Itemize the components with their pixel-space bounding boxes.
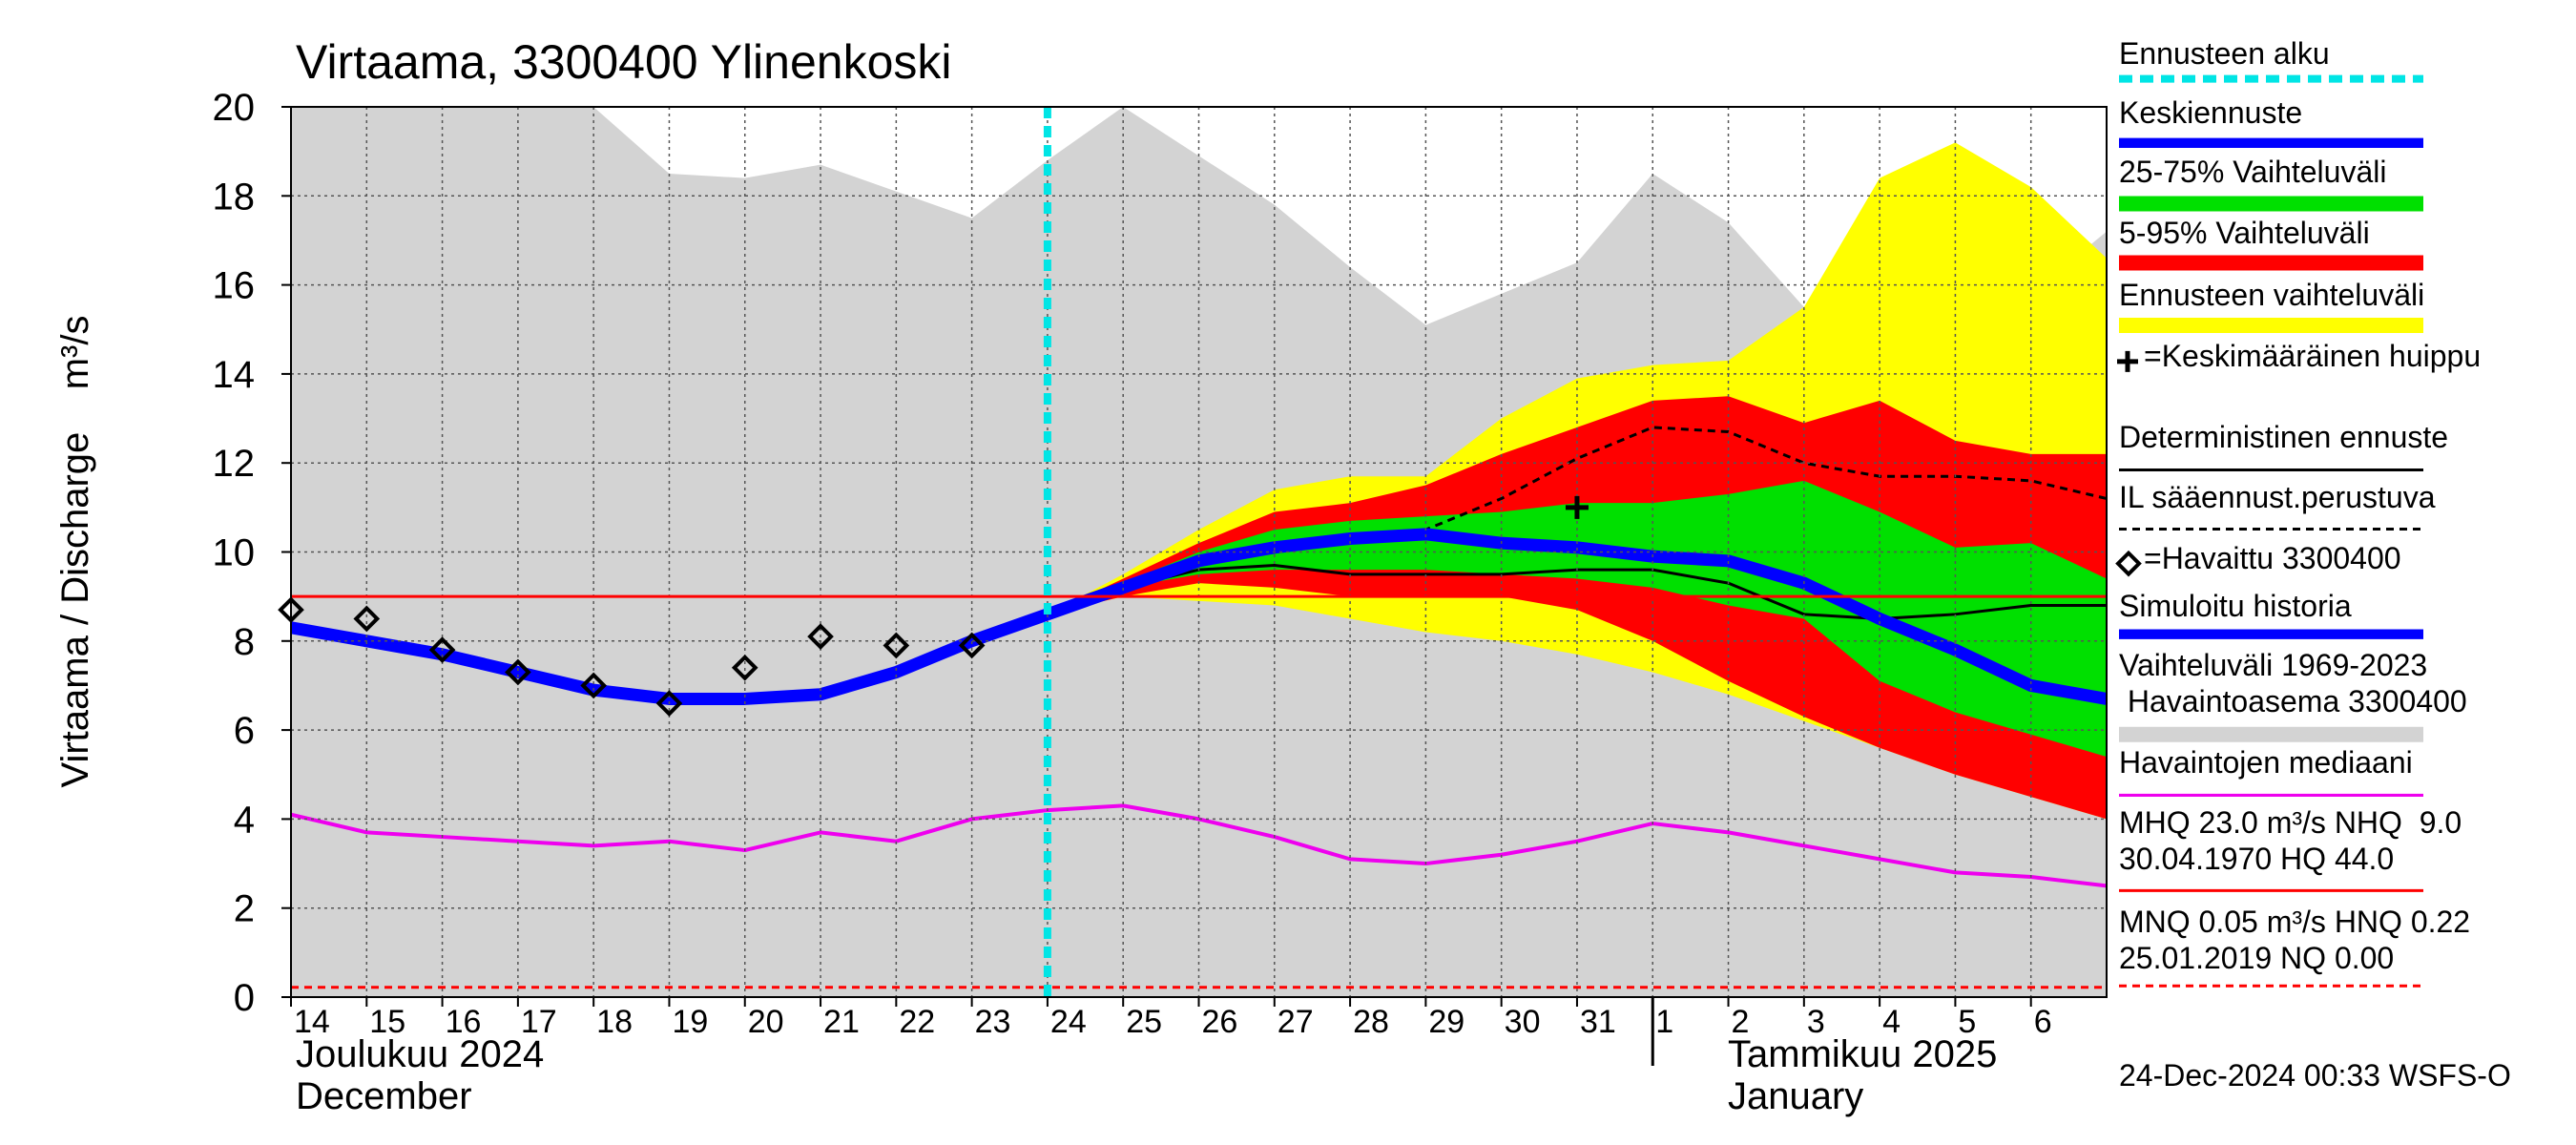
x-tick-label: 31 — [1580, 1004, 1616, 1040]
month-label: Tammikuu 2025 — [1728, 1033, 1997, 1075]
x-tick-label: 3 — [1807, 1004, 1825, 1040]
observed-point — [353, 605, 381, 633]
legend-label: Keskiennuste — [2119, 95, 2303, 131]
month-label: January — [1728, 1075, 1863, 1117]
line — [1045, 528, 2107, 705]
y-tick-label: 6 — [234, 710, 255, 752]
x-tick-label: 18 — [596, 1004, 633, 1040]
line — [291, 803, 2107, 888]
legend-symbol — [2117, 350, 2138, 372]
legend-label: =Keskimääräinen huippu — [2144, 339, 2482, 374]
observed-point — [505, 658, 531, 686]
x-tick-label: 22 — [899, 1004, 935, 1040]
chart-title: Virtaama, 3300400 Ylinenkoski — [296, 35, 952, 89]
y-tick-label: 4 — [234, 799, 255, 841]
x-tick-label: 2 — [1732, 1004, 1750, 1040]
y-tick-label: 8 — [234, 621, 255, 663]
y-tick-label: 10 — [213, 532, 256, 574]
legend-label: Simuloitu historia — [2119, 588, 2352, 623]
x-tick-label: 6 — [2034, 1004, 2052, 1040]
x-tick-label: 26 — [1202, 1004, 1238, 1040]
legend-label: Vaihteluväli 1969-2023 Havaintoasema 330… — [2119, 647, 2467, 718]
legend-label: Ennusteen vaihteluväli — [2119, 278, 2425, 313]
footer: 24-Dec-2024 00:33 WSFS-O — [2119, 1058, 2511, 1093]
legend-label: 25-75% Vaihteluväli — [2119, 155, 2387, 190]
x-tick-label: 23 — [975, 1004, 1011, 1040]
legend-symbol — [2115, 550, 2142, 577]
y-axis-label: Virtaama / Discharge m³/s — [54, 316, 96, 788]
x-tick-label: 28 — [1353, 1004, 1389, 1040]
x-tick-label: 24 — [1050, 1004, 1087, 1040]
legend-label: MHQ 23.0 m³/s NHQ 9.0 30.04.1970 HQ 44.0 — [2119, 805, 2462, 877]
y-tick-label: 12 — [213, 443, 256, 485]
peak-point — [1565, 495, 1589, 519]
x-tick-label: 17 — [521, 1004, 557, 1040]
x-tick-label: 27 — [1278, 1004, 1314, 1040]
x-tick-label: 14 — [294, 1004, 330, 1040]
y-tick-label: 18 — [213, 176, 256, 218]
legend-label: MNQ 0.05 m³/s HNQ 0.22 25.01.2019 NQ 0.0… — [2119, 904, 2471, 975]
x-tick-label: 29 — [1428, 1004, 1465, 1040]
x-tick-label: 16 — [446, 1004, 482, 1040]
observed-point — [731, 654, 758, 681]
legend-label: Ennusteen alku — [2119, 36, 2330, 72]
y-tick-label: 14 — [213, 354, 256, 396]
x-tick-label: 30 — [1505, 1004, 1541, 1040]
observed-point — [883, 632, 910, 659]
line — [1047, 426, 2107, 616]
legend-label: IL sääennust.perustuva — [2119, 480, 2436, 515]
x-tick-label: 20 — [748, 1004, 784, 1040]
legend-label: Deterministinen ennuste — [2119, 419, 2449, 454]
x-tick-label: 4 — [1882, 1004, 1901, 1040]
legend-label: Havaintojen mediaani — [2119, 744, 2413, 780]
observed-point — [807, 623, 834, 650]
observed-point — [958, 632, 986, 659]
line — [291, 608, 1050, 705]
y-tick-label: 0 — [234, 977, 255, 1019]
y-tick-label: 2 — [234, 888, 255, 930]
band — [1047, 480, 2107, 758]
month-label: Joulukuu 2024 — [296, 1033, 544, 1075]
x-tick-label: 19 — [672, 1004, 708, 1040]
observed-point — [655, 690, 683, 717]
x-tick-label: 1 — [1655, 1004, 1673, 1040]
observed-point — [580, 672, 607, 699]
legend-label: =Havaittu 3300400 — [2144, 540, 2401, 575]
observed-point — [428, 636, 456, 663]
legend-label: 5-95% Vaihteluväli — [2119, 216, 2370, 251]
y-tick-label: 20 — [213, 87, 256, 129]
x-tick-label: 5 — [1958, 1004, 1976, 1040]
x-tick-label: 25 — [1126, 1004, 1162, 1040]
y-tick-label: 16 — [213, 265, 256, 307]
month-label: December — [296, 1075, 472, 1117]
x-tick-label: 15 — [369, 1004, 405, 1040]
x-tick-label: 21 — [823, 1004, 860, 1040]
